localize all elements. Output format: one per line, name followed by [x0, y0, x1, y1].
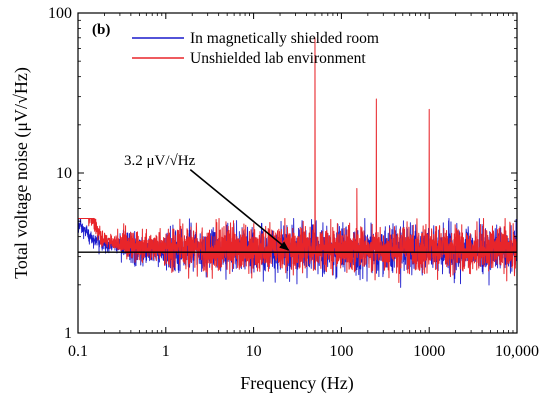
- x-axis-title: Frequency (Hz): [240, 373, 353, 394]
- legend: In magnetically shielded room Unshielded…: [132, 30, 379, 67]
- y-tick-label: 1: [64, 325, 72, 342]
- y-tick-label: 100: [48, 5, 72, 22]
- legend-label-shielded: In magnetically shielded room: [190, 30, 379, 47]
- reference-annotation-arrow: [189, 168, 290, 251]
- y-tick-label: 10: [56, 165, 72, 182]
- series-layer: [78, 37, 517, 288]
- legend-label-unshielded: Unshielded lab environment: [190, 50, 366, 67]
- series-line-unshielded: [78, 37, 517, 283]
- x-tick-label: 10,000: [495, 343, 539, 360]
- x-tick-label: 0.1: [68, 343, 88, 360]
- x-tick-label: 1000: [413, 343, 445, 360]
- y-axis-title: Total voltage noise (μV/√Hz): [11, 67, 32, 279]
- x-tick-label: 1: [162, 343, 170, 360]
- x-tick-label: 10: [246, 343, 262, 360]
- reference-annotation-label: 3.2 μV/√Hz: [124, 153, 196, 169]
- x-tick-label: 100: [329, 343, 353, 360]
- panel-label: (b): [92, 22, 110, 38]
